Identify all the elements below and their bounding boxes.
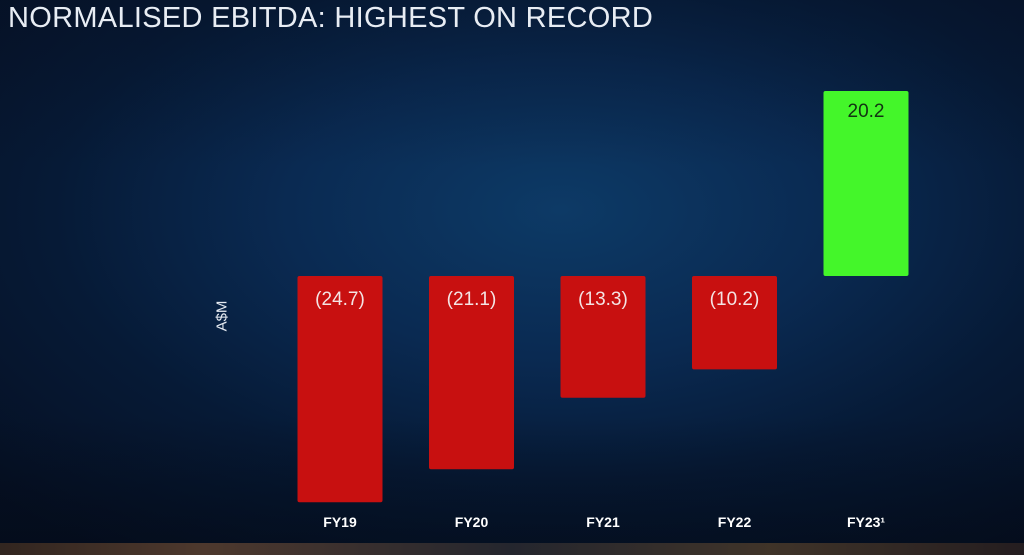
- bar-fy19: [297, 276, 383, 503]
- data-label-fy22: (10.2): [710, 289, 760, 310]
- category-label-fy22: FY22: [718, 514, 752, 530]
- category-label-fy21: FY21: [586, 514, 620, 530]
- data-label-fy20: (21.1): [447, 289, 497, 310]
- data-label-fy21: (13.3): [578, 289, 628, 310]
- data-label-fy23: 20.2: [848, 101, 885, 122]
- slide-title: NORMALISED EBITDA: HIGHEST ON RECORD: [8, 2, 654, 34]
- bar-fy22: [692, 276, 777, 370]
- bar-fy23: [823, 91, 909, 276]
- bar-fy21: [560, 276, 646, 398]
- data-labels-group: (24.7) (21.1) (13.3) (10.2) 20.2: [315, 101, 884, 310]
- bottom-image-strip: [0, 543, 1024, 555]
- category-labels-group: FY19 FY20 FY21 FY22 FY23¹: [323, 514, 885, 530]
- data-label-fy19: (24.7): [315, 289, 365, 310]
- category-label-fy23: FY23¹: [847, 514, 885, 530]
- category-label-fy20: FY20: [455, 514, 489, 530]
- bars-group: [297, 91, 909, 503]
- bar-fy20: [429, 276, 514, 470]
- category-label-fy19: FY19: [323, 514, 357, 530]
